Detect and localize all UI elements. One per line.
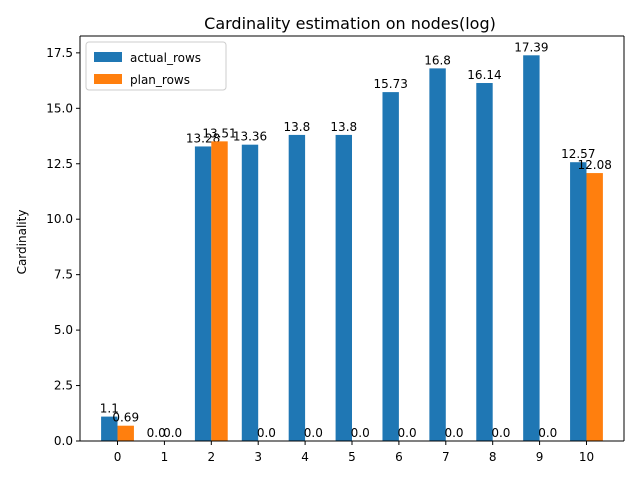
x-tick-label: 10 — [579, 450, 594, 464]
bar-value-label: 16.14 — [467, 68, 501, 82]
y-tick-label: 17.5 — [46, 46, 73, 60]
y-tick-label: 10.0 — [46, 212, 73, 226]
x-tick-label: 0 — [114, 450, 122, 464]
bar-actual_rows-6 — [382, 92, 399, 442]
y-tick-label: 15.0 — [46, 101, 73, 115]
x-tick-label: 2 — [207, 450, 215, 464]
bar-value-label: 12.57 — [561, 147, 595, 161]
x-tick-label: 6 — [395, 450, 403, 464]
legend: actual_rows plan_rows — [85, 41, 227, 91]
bar-actual_rows-4 — [288, 134, 306, 442]
bar-value-label: 13.36 — [233, 130, 267, 144]
bar-value-label: 17.39 — [514, 40, 548, 54]
bar-value-label: 13.8 — [330, 120, 357, 134]
bar-value-label: 0.0 — [491, 426, 510, 440]
y-tick-label: 0.0 — [54, 434, 73, 448]
legend-label-actual_rows: actual_rows — [130, 51, 201, 65]
bar-value-label: 16.8 — [424, 53, 451, 67]
bar-value-label: 0.0 — [398, 426, 417, 440]
legend-label-plan_rows: plan_rows — [130, 73, 190, 87]
bar-actual_rows-10 — [570, 162, 587, 441]
bar-value-label: 0.0 — [163, 426, 182, 440]
bar-actual_rows-3 — [241, 144, 259, 441]
bar-plan_rows-0 — [117, 425, 134, 441]
bar-value-label: 0.0 — [147, 426, 166, 440]
y-tick-label: 12.5 — [46, 157, 73, 171]
bar-value-label: 0.69 — [112, 411, 139, 425]
x-tick-label: 8 — [489, 450, 497, 464]
bar-value-label: 0.0 — [444, 426, 463, 440]
bar-plan_rows-10 — [586, 173, 603, 441]
bar-actual_rows-7 — [429, 68, 446, 441]
bar-value-label: 0.0 — [257, 426, 276, 440]
x-tick-label: 9 — [536, 450, 544, 464]
x-tick-label: 3 — [254, 450, 262, 464]
bar-value-label: 1.1 — [100, 402, 119, 416]
legend-swatch-plan_rows — [94, 74, 122, 84]
bar-actual_rows-8 — [476, 83, 493, 442]
bar-actual_rows-0 — [101, 416, 118, 441]
bar-value-label: 12.08 — [578, 158, 612, 172]
bar-actual_rows-2 — [194, 146, 212, 441]
bar-value-label: 0.0 — [538, 426, 557, 440]
x-tick-label: 4 — [301, 450, 309, 464]
bar-plan_rows-2 — [211, 141, 228, 441]
legend-swatch-actual_rows — [94, 52, 122, 62]
y-tick-label: 2.5 — [54, 379, 73, 393]
bar-value-label: 15.73 — [374, 77, 408, 91]
y-tick-label: 5.0 — [54, 323, 73, 337]
x-tick-label: 1 — [161, 450, 169, 464]
x-tick-label: 7 — [442, 450, 450, 464]
y-axis-label: Cardinality — [15, 210, 29, 275]
y-tick-label: 7.5 — [54, 268, 73, 282]
bar-actual_rows-9 — [523, 55, 540, 442]
chart-title: Cardinality estimation on nodes(log) — [204, 14, 496, 33]
bar-value-label: 13.51 — [202, 126, 236, 140]
bar-value-label: 0.0 — [351, 426, 370, 440]
bar-value-label: 0.0 — [304, 426, 323, 440]
bar-actual_rows-5 — [335, 134, 352, 442]
bar-value-label: 13.8 — [284, 120, 311, 134]
x-tick-label: 5 — [348, 450, 356, 464]
